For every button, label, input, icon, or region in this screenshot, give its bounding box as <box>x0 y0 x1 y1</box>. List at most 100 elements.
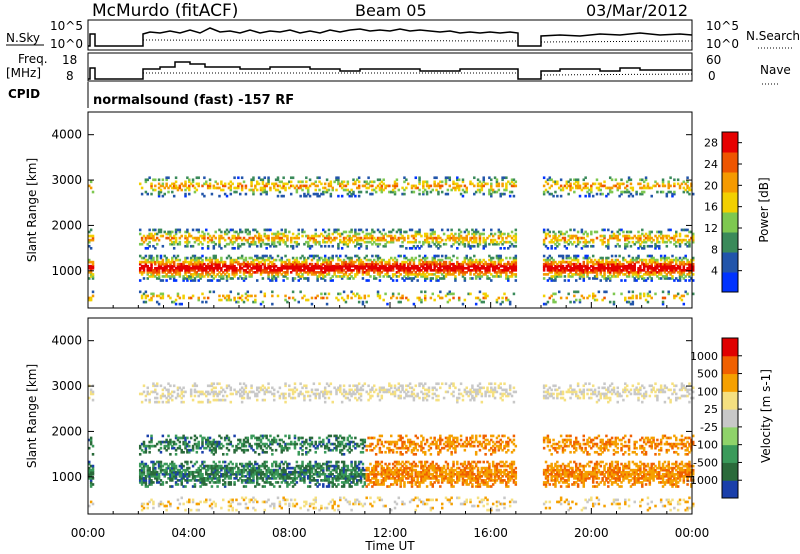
range-time-cell <box>89 260 93 264</box>
range-time-cell <box>586 240 589 244</box>
range-time-cell <box>374 260 378 264</box>
range-time-cell <box>356 271 359 274</box>
range-time-cell <box>150 390 153 394</box>
range-time-cell <box>325 178 329 182</box>
range-time-cell <box>616 275 619 278</box>
range-time-cell <box>461 271 465 274</box>
range-time-cell <box>503 264 506 268</box>
range-time-cell <box>212 464 216 468</box>
range-time-cell <box>180 472 183 476</box>
range-time-cell <box>484 262 487 266</box>
range-time-cell <box>271 268 274 272</box>
range-time-cell <box>291 290 295 294</box>
range-time-cell <box>184 184 187 188</box>
range-time-cell <box>148 254 151 258</box>
range-time-cell <box>152 236 155 240</box>
range-time-cell <box>671 194 674 198</box>
range-time-cell <box>289 180 293 184</box>
range-time-cell <box>308 184 312 188</box>
range-time-cell <box>461 236 465 240</box>
range-time-cell <box>418 176 421 180</box>
range-time-cell <box>463 298 467 302</box>
range-time-cell <box>465 271 468 274</box>
range-time-cell <box>252 271 255 274</box>
range-time-cell <box>393 264 397 268</box>
range-time-cell <box>178 464 182 468</box>
range-time-cell <box>446 268 450 272</box>
range-time-cell <box>350 271 353 274</box>
range-time-cell <box>271 275 274 278</box>
range-time-cell <box>414 275 418 278</box>
range-time-cell <box>576 182 580 186</box>
range-time-cell <box>225 298 229 302</box>
range-time-cell <box>365 180 368 184</box>
range-time-cell <box>484 271 487 274</box>
range-time-cell <box>322 262 325 266</box>
range-time-cell <box>646 262 650 266</box>
range-time-cell <box>146 485 149 488</box>
range-time-cell <box>203 266 206 270</box>
range-time-cell <box>561 186 565 190</box>
range-time-cell <box>459 240 463 244</box>
range-time-cell <box>310 266 314 270</box>
range-time-cell <box>591 294 595 298</box>
range-time-cell <box>201 436 204 440</box>
range-time-cell <box>642 190 646 194</box>
range-time-cell <box>405 186 408 190</box>
range-time-cell <box>188 479 191 482</box>
range-time-cell <box>584 230 587 234</box>
range-time-cell <box>206 390 210 394</box>
range-time-cell <box>254 266 257 270</box>
range-time-cell <box>220 236 223 240</box>
range-time-cell <box>246 298 250 302</box>
range-time-cell <box>303 242 306 246</box>
power-ylabel: Slant Range [km] <box>25 158 39 262</box>
range-time-cell <box>286 300 289 304</box>
range-time-cell <box>167 400 170 404</box>
range-time-cell <box>142 468 146 472</box>
range-time-cell <box>244 262 248 266</box>
range-time-cell <box>327 258 331 262</box>
range-time-cell <box>425 268 429 272</box>
range-time-cell <box>212 440 216 444</box>
range-time-cell <box>182 464 185 468</box>
range-time-cell <box>661 178 665 182</box>
range-time-cell <box>507 266 510 270</box>
range-time-cell <box>680 294 684 298</box>
range-time-cell <box>550 238 553 242</box>
range-time-cell <box>184 474 187 478</box>
range-time-cell <box>437 240 440 244</box>
range-time-cell <box>182 450 185 454</box>
range-time-cell <box>554 182 557 186</box>
range-time-cell <box>595 277 599 280</box>
range-time-cell <box>188 440 191 444</box>
range-time-cell <box>480 260 484 264</box>
range-time-cell <box>367 262 370 266</box>
range-time-cell <box>344 240 348 244</box>
range-time-cell <box>578 275 582 278</box>
range-time-cell <box>265 184 268 188</box>
range-time-cell <box>163 266 166 270</box>
range-time-cell <box>507 275 510 278</box>
range-time-cell <box>584 242 587 246</box>
range-time-cell <box>684 254 687 258</box>
range-time-cell <box>673 294 676 298</box>
range-time-cell <box>272 262 276 266</box>
range-time-cell <box>88 244 91 248</box>
range-time-cell <box>237 176 240 180</box>
range-time-cell <box>397 188 401 192</box>
range-time-cell <box>289 266 293 270</box>
range-time-cell <box>189 266 193 270</box>
range-time-cell <box>205 394 208 398</box>
range-time-cell <box>246 238 250 242</box>
range-time-cell <box>414 238 418 242</box>
range-time-cell <box>242 268 246 272</box>
range-time-cell <box>276 178 280 182</box>
range-time-cell <box>220 234 223 238</box>
range-time-cell <box>301 273 304 276</box>
range-time-cell <box>354 260 357 264</box>
range-time-cell <box>571 268 574 272</box>
range-time-cell <box>208 474 212 478</box>
range-time-cell <box>503 292 506 296</box>
range-time-cell <box>380 236 384 240</box>
